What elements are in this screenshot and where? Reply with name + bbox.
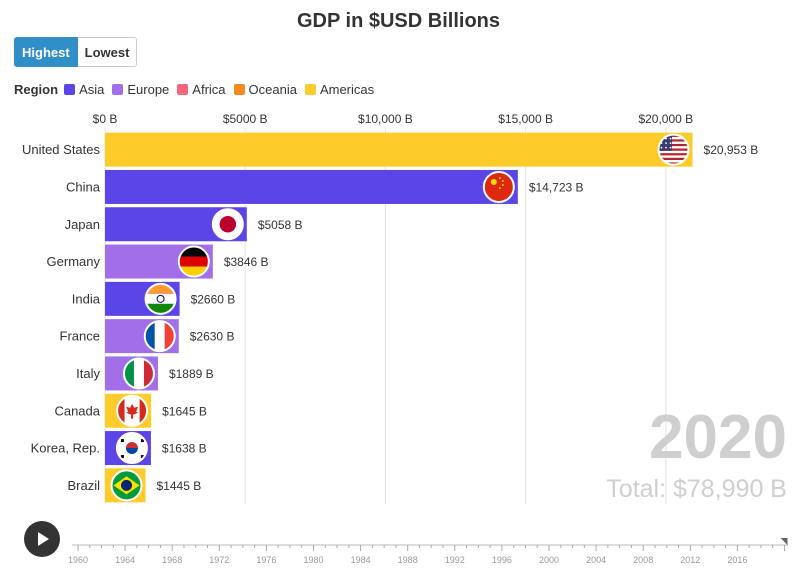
flag-korea-icon — [115, 432, 148, 465]
legend-label-americas: Americas — [319, 82, 375, 97]
legend-swatch-europe — [112, 84, 124, 95]
timeline-label: 1996 — [492, 555, 512, 565]
x-tick-label: $0 B — [93, 112, 118, 126]
bar-china — [105, 169, 518, 204]
value-label: $5058 B — [258, 218, 303, 232]
legend-label-africa: Africa — [192, 82, 226, 97]
flag-canada-icon — [116, 394, 149, 427]
play-button[interactable] — [24, 521, 60, 557]
flag-brazil-icon — [110, 469, 143, 502]
category-label: Italy — [76, 366, 100, 381]
value-label: $1645 B — [162, 404, 207, 418]
legend: Region Asia Europe Africa Oceania Americ… — [14, 82, 382, 97]
total-label: Total: $78,990 B — [606, 475, 787, 503]
category-label: China — [66, 179, 101, 194]
timeline-label: 1992 — [445, 555, 465, 565]
x-tick-label: $5000 B — [223, 112, 268, 126]
category-label: United States — [22, 142, 101, 157]
legend-swatch-africa — [177, 84, 189, 95]
timeline-label: 2000 — [539, 555, 559, 565]
value-label: $1445 B — [157, 479, 202, 493]
x-tick-label: $10,000 B — [358, 112, 413, 126]
timeline-label: 1984 — [351, 555, 371, 565]
timeline-label: 1968 — [162, 555, 182, 565]
timeline-label: 1976 — [256, 555, 276, 565]
legend-swatch-americas — [304, 84, 316, 95]
flag-us-icon — [657, 133, 690, 166]
timeline-label: 1964 — [115, 555, 135, 565]
chart-title: GDP in $USD Billions — [297, 10, 500, 32]
category-label: Brazil — [67, 478, 100, 493]
bar-united-states — [105, 132, 693, 167]
timeline-label: 1988 — [398, 555, 418, 565]
timeline-label: 1960 — [68, 555, 88, 565]
category-label: Canada — [54, 403, 100, 418]
flag-china-icon — [482, 170, 515, 203]
lowest-button[interactable]: Lowest — [77, 37, 138, 67]
timeline-handle[interactable] — [780, 538, 788, 545]
value-label: $1889 B — [169, 367, 214, 381]
legend-label-oceania: Oceania — [248, 82, 297, 97]
timeline-label: 2008 — [633, 555, 653, 565]
flag-germany-icon — [177, 245, 210, 278]
timeline-label: 2012 — [680, 555, 700, 565]
category-label: Japan — [65, 217, 100, 232]
timeline-label: 1972 — [209, 555, 229, 565]
bar-chart: $0 B $5000 B $10,000 B $15,000 B $20,000 B Un… — [22, 112, 759, 504]
category-label: Germany — [47, 254, 101, 269]
value-label: $2630 B — [190, 330, 235, 344]
timeline-label: 2016 — [727, 555, 747, 565]
category-label: France — [60, 329, 100, 344]
highest-button[interactable]: Highest — [14, 37, 78, 67]
year-label: 2020 — [649, 403, 787, 472]
legend-swatch-oceania — [233, 84, 245, 95]
play-icon — [38, 532, 49, 546]
legend-swatch-asia — [64, 84, 76, 95]
value-label: $3846 B — [224, 255, 269, 269]
value-label: $20,953 B — [704, 143, 759, 157]
category-label: Korea, Rep. — [31, 441, 100, 456]
category-label: India — [72, 291, 101, 306]
value-label: $2660 B — [191, 292, 236, 306]
legend-item-americas[interactable]: Americas — [304, 82, 375, 97]
legend-item-europe[interactable]: Europe — [112, 82, 169, 97]
flag-india-icon — [144, 282, 177, 315]
legend-label-asia: Asia — [79, 82, 105, 97]
sort-toggle: Highest Lowest — [14, 37, 138, 67]
x-tick-label: $20,000 B — [638, 112, 693, 126]
timeline-label: 1980 — [303, 555, 323, 565]
x-tick-label: $15,000 B — [498, 112, 553, 126]
legend-item-africa[interactable]: Africa — [177, 82, 226, 97]
value-label: $1638 B — [162, 442, 207, 456]
value-label: $14,723 B — [529, 180, 584, 194]
legend-title: Region — [14, 82, 59, 97]
legend-label-europe: Europe — [127, 82, 170, 97]
flag-italy-icon — [122, 357, 155, 390]
legend-item-asia[interactable]: Asia — [64, 82, 104, 97]
flag-japan-icon — [211, 208, 244, 241]
timeline-label: 2004 — [586, 555, 606, 565]
legend-item-oceania[interactable]: Oceania — [233, 82, 297, 97]
flag-france-icon — [143, 320, 176, 353]
